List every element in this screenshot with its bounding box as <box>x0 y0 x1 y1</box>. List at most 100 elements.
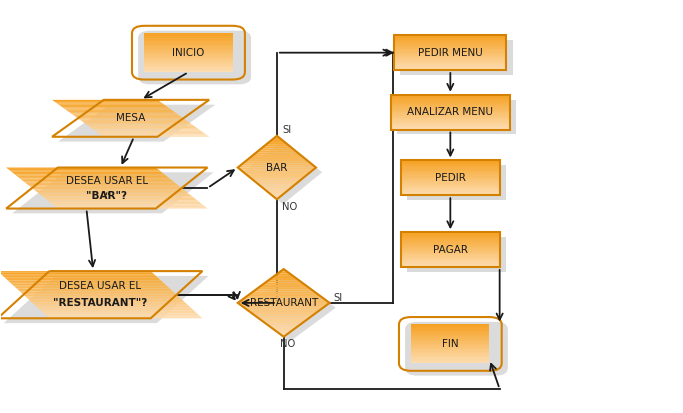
Polygon shape <box>0 271 152 273</box>
Bar <box>401 177 500 178</box>
Polygon shape <box>39 309 194 311</box>
Polygon shape <box>244 307 324 310</box>
Polygon shape <box>264 189 290 191</box>
Polygon shape <box>88 126 195 127</box>
Bar <box>411 345 490 347</box>
Polygon shape <box>268 325 299 328</box>
Polygon shape <box>36 191 187 192</box>
Bar <box>401 245 500 246</box>
Bar <box>407 237 506 272</box>
Polygon shape <box>40 195 192 196</box>
Polygon shape <box>32 303 187 304</box>
Polygon shape <box>238 301 330 303</box>
Text: NO: NO <box>282 202 298 212</box>
Text: "BAR"?: "BAR"? <box>86 191 127 201</box>
Polygon shape <box>20 178 171 180</box>
Bar <box>394 40 507 41</box>
Bar <box>394 43 507 45</box>
Bar <box>401 174 500 176</box>
Polygon shape <box>49 202 201 203</box>
Polygon shape <box>265 323 302 325</box>
Polygon shape <box>73 115 180 116</box>
Polygon shape <box>59 105 166 106</box>
Polygon shape <box>18 290 173 292</box>
Polygon shape <box>78 118 185 119</box>
Polygon shape <box>34 304 189 306</box>
Polygon shape <box>98 133 206 134</box>
Polygon shape <box>259 285 308 287</box>
Polygon shape <box>275 273 293 276</box>
Bar <box>144 62 233 63</box>
Polygon shape <box>250 312 318 314</box>
Polygon shape <box>33 190 185 191</box>
Bar <box>144 59 233 60</box>
Bar <box>401 188 500 190</box>
Polygon shape <box>256 287 311 290</box>
Polygon shape <box>241 298 326 301</box>
Bar <box>391 113 510 114</box>
Bar <box>411 349 490 350</box>
Polygon shape <box>38 307 192 309</box>
Polygon shape <box>262 321 305 323</box>
Bar <box>144 71 233 72</box>
Bar <box>401 253 500 254</box>
Bar <box>144 55 233 57</box>
Polygon shape <box>30 301 185 303</box>
Bar <box>394 39 507 40</box>
Polygon shape <box>27 184 178 185</box>
Bar <box>401 190 500 192</box>
Bar <box>401 160 500 161</box>
Text: NO: NO <box>280 339 296 349</box>
Bar <box>394 42 507 43</box>
Bar <box>401 244 500 245</box>
Polygon shape <box>238 303 330 305</box>
Bar <box>401 233 500 235</box>
Bar <box>391 120 510 121</box>
Text: SI: SI <box>282 125 292 135</box>
Polygon shape <box>275 330 293 332</box>
Bar <box>394 52 507 53</box>
Polygon shape <box>261 187 292 189</box>
Bar <box>394 53 507 54</box>
Text: RESTAURANT: RESTAURANT <box>249 298 318 308</box>
Polygon shape <box>25 183 176 184</box>
Polygon shape <box>15 287 169 288</box>
Bar <box>391 95 510 96</box>
Bar <box>411 330 490 331</box>
Bar <box>401 180 500 181</box>
Polygon shape <box>85 123 192 124</box>
Bar <box>401 186 500 187</box>
Polygon shape <box>58 104 215 142</box>
Bar <box>401 252 500 253</box>
Bar <box>144 67 233 68</box>
Bar <box>391 107 510 109</box>
Polygon shape <box>80 119 186 121</box>
Bar <box>401 258 500 259</box>
Text: ANALIZAR MENU: ANALIZAR MENU <box>407 107 493 117</box>
Polygon shape <box>18 177 169 178</box>
Bar <box>401 255 500 256</box>
Bar <box>391 128 510 130</box>
Text: DESEA USAR EL: DESEA USAR EL <box>59 281 141 291</box>
Bar <box>144 64 233 66</box>
Polygon shape <box>261 146 292 148</box>
Polygon shape <box>69 112 176 114</box>
Bar <box>144 51 233 53</box>
Bar <box>401 166 500 167</box>
Bar <box>401 183 500 184</box>
Bar <box>144 69 233 71</box>
Bar <box>397 100 516 134</box>
Bar <box>411 325 490 326</box>
Bar <box>411 331 490 332</box>
Polygon shape <box>41 311 195 312</box>
Bar <box>401 193 500 194</box>
Bar <box>401 165 500 166</box>
Bar <box>401 236 500 237</box>
Polygon shape <box>55 102 163 104</box>
Bar <box>401 237 500 238</box>
Bar <box>144 66 233 67</box>
Bar <box>411 353 490 354</box>
Polygon shape <box>4 276 208 323</box>
Polygon shape <box>57 104 165 105</box>
Polygon shape <box>246 159 308 161</box>
